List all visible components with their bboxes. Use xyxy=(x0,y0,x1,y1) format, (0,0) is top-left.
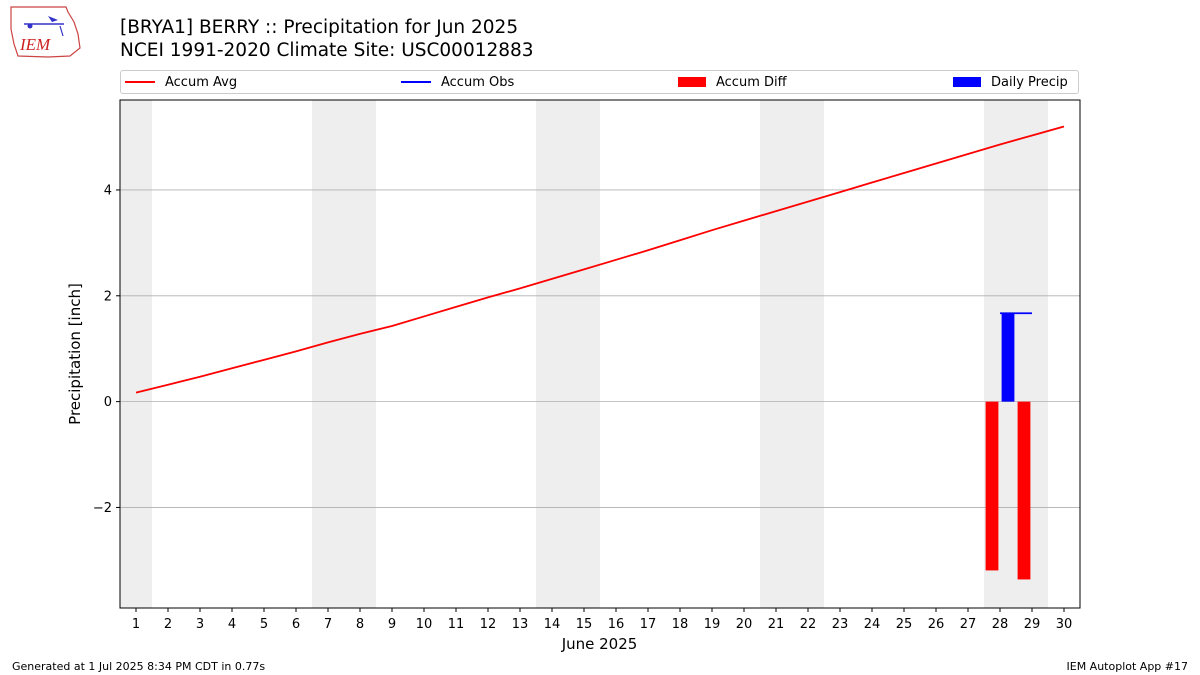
x-tick-label-16: 17 xyxy=(640,617,657,632)
weekend-bands xyxy=(120,100,1048,608)
x-tick-label-21: 22 xyxy=(800,617,817,632)
x-tick-label-8: 9 xyxy=(388,617,396,632)
x-tick-label-23: 24 xyxy=(864,617,881,632)
gridlines xyxy=(120,189,1080,508)
accum-diff-bar-0 xyxy=(985,401,999,571)
weekend-band-3 xyxy=(760,100,824,608)
lines xyxy=(135,125,1065,394)
y-tick-label-0: −2 xyxy=(93,501,112,516)
legend: Accum Avg Accum Obs Accum Diff Daily Pre… xyxy=(120,70,1079,94)
x-tick-label-12: 13 xyxy=(512,617,529,632)
x-tick-label-7: 8 xyxy=(356,617,364,632)
footer-generated: Generated at 1 Jul 2025 8:34 PM CDT in 0… xyxy=(12,660,266,673)
x-tick-label-26: 27 xyxy=(960,617,977,632)
legend-label-accum-obs: Accum Obs xyxy=(441,74,515,90)
plot-frame xyxy=(119,99,1081,609)
x-tick-label-0: 1 xyxy=(132,617,140,632)
legend-item-accum-obs: Accum Obs xyxy=(401,71,514,93)
x-tick-label-29: 30 xyxy=(1056,617,1073,632)
legend-swatch-daily-precip xyxy=(953,77,981,87)
logo-text: IEM xyxy=(19,35,51,54)
legend-item-accum-avg: Accum Avg xyxy=(125,71,237,93)
legend-swatch-accum-diff xyxy=(678,77,706,87)
legend-swatch-accum-avg xyxy=(125,81,155,83)
x-tick-label-27: 28 xyxy=(992,617,1009,632)
legend-item-accum-diff: Accum Diff xyxy=(678,71,787,93)
x-tick-label-18: 19 xyxy=(704,617,721,632)
legend-label-accum-diff: Accum Diff xyxy=(716,74,787,90)
legend-item-daily-precip: Daily Precip xyxy=(953,71,1068,93)
y-tick-label-1: 0 xyxy=(104,395,112,410)
x-tick-label-5: 6 xyxy=(292,617,300,632)
x-tick-label-1: 2 xyxy=(164,617,172,632)
x-tick-label-2: 3 xyxy=(196,617,204,632)
y-tick-label-3: 4 xyxy=(104,183,112,198)
legend-swatch-accum-obs xyxy=(401,81,431,83)
x-tick-label-10: 11 xyxy=(448,617,465,632)
x-tick-label-17: 18 xyxy=(672,617,689,632)
daily-precip-bar-0 xyxy=(1001,313,1015,402)
weekend-band-2 xyxy=(536,100,600,608)
y-axis-label: Precipitation [inch] xyxy=(66,283,84,425)
bars xyxy=(985,313,1031,580)
x-tick-label-11: 12 xyxy=(480,617,497,632)
iem-logo: IEM xyxy=(10,6,81,58)
legend-label-accum-avg: Accum Avg xyxy=(165,74,238,90)
weekend-band-0 xyxy=(120,100,152,608)
x-tick-label-15: 16 xyxy=(608,617,625,632)
y-tick-label-2: 2 xyxy=(104,289,112,304)
y-axis-ticks: −2 0 2 4 xyxy=(93,183,120,516)
footer-app: IEM Autoplot App #17 xyxy=(1066,660,1189,673)
legend-label-daily-precip: Daily Precip xyxy=(991,74,1068,90)
weekend-band-1 xyxy=(312,100,376,608)
x-axis-label: June 2025 xyxy=(561,635,638,653)
accum-avg-line xyxy=(135,125,1065,394)
chart-title: [BRYA1] BERRY :: Precipitation for Jun 2… xyxy=(120,17,519,38)
x-tick-label-13: 14 xyxy=(544,617,561,632)
x-tick-label-6: 7 xyxy=(324,617,332,632)
x-tick-label-4: 5 xyxy=(260,617,268,632)
x-tick-label-19: 20 xyxy=(736,617,753,632)
x-axis-ticks: 1 2 3 4 5 6 7 8 9 10 11 12 13 14 15 16 17 18 19 20 21 22 23 24 2… xyxy=(132,608,1072,632)
x-tick-label-25: 26 xyxy=(928,617,945,632)
x-tick-label-9: 10 xyxy=(416,617,433,632)
x-tick-label-3: 4 xyxy=(228,617,236,632)
x-tick-label-22: 23 xyxy=(832,617,849,632)
chart-subtitle: NCEI 1991-2020 Climate Site: USC00012883 xyxy=(120,40,534,61)
x-tick-label-20: 21 xyxy=(768,617,785,632)
x-tick-label-24: 25 xyxy=(896,617,913,632)
x-tick-label-28: 29 xyxy=(1024,617,1041,632)
accum-diff-bar-1 xyxy=(1017,401,1031,580)
x-tick-label-14: 15 xyxy=(576,617,593,632)
